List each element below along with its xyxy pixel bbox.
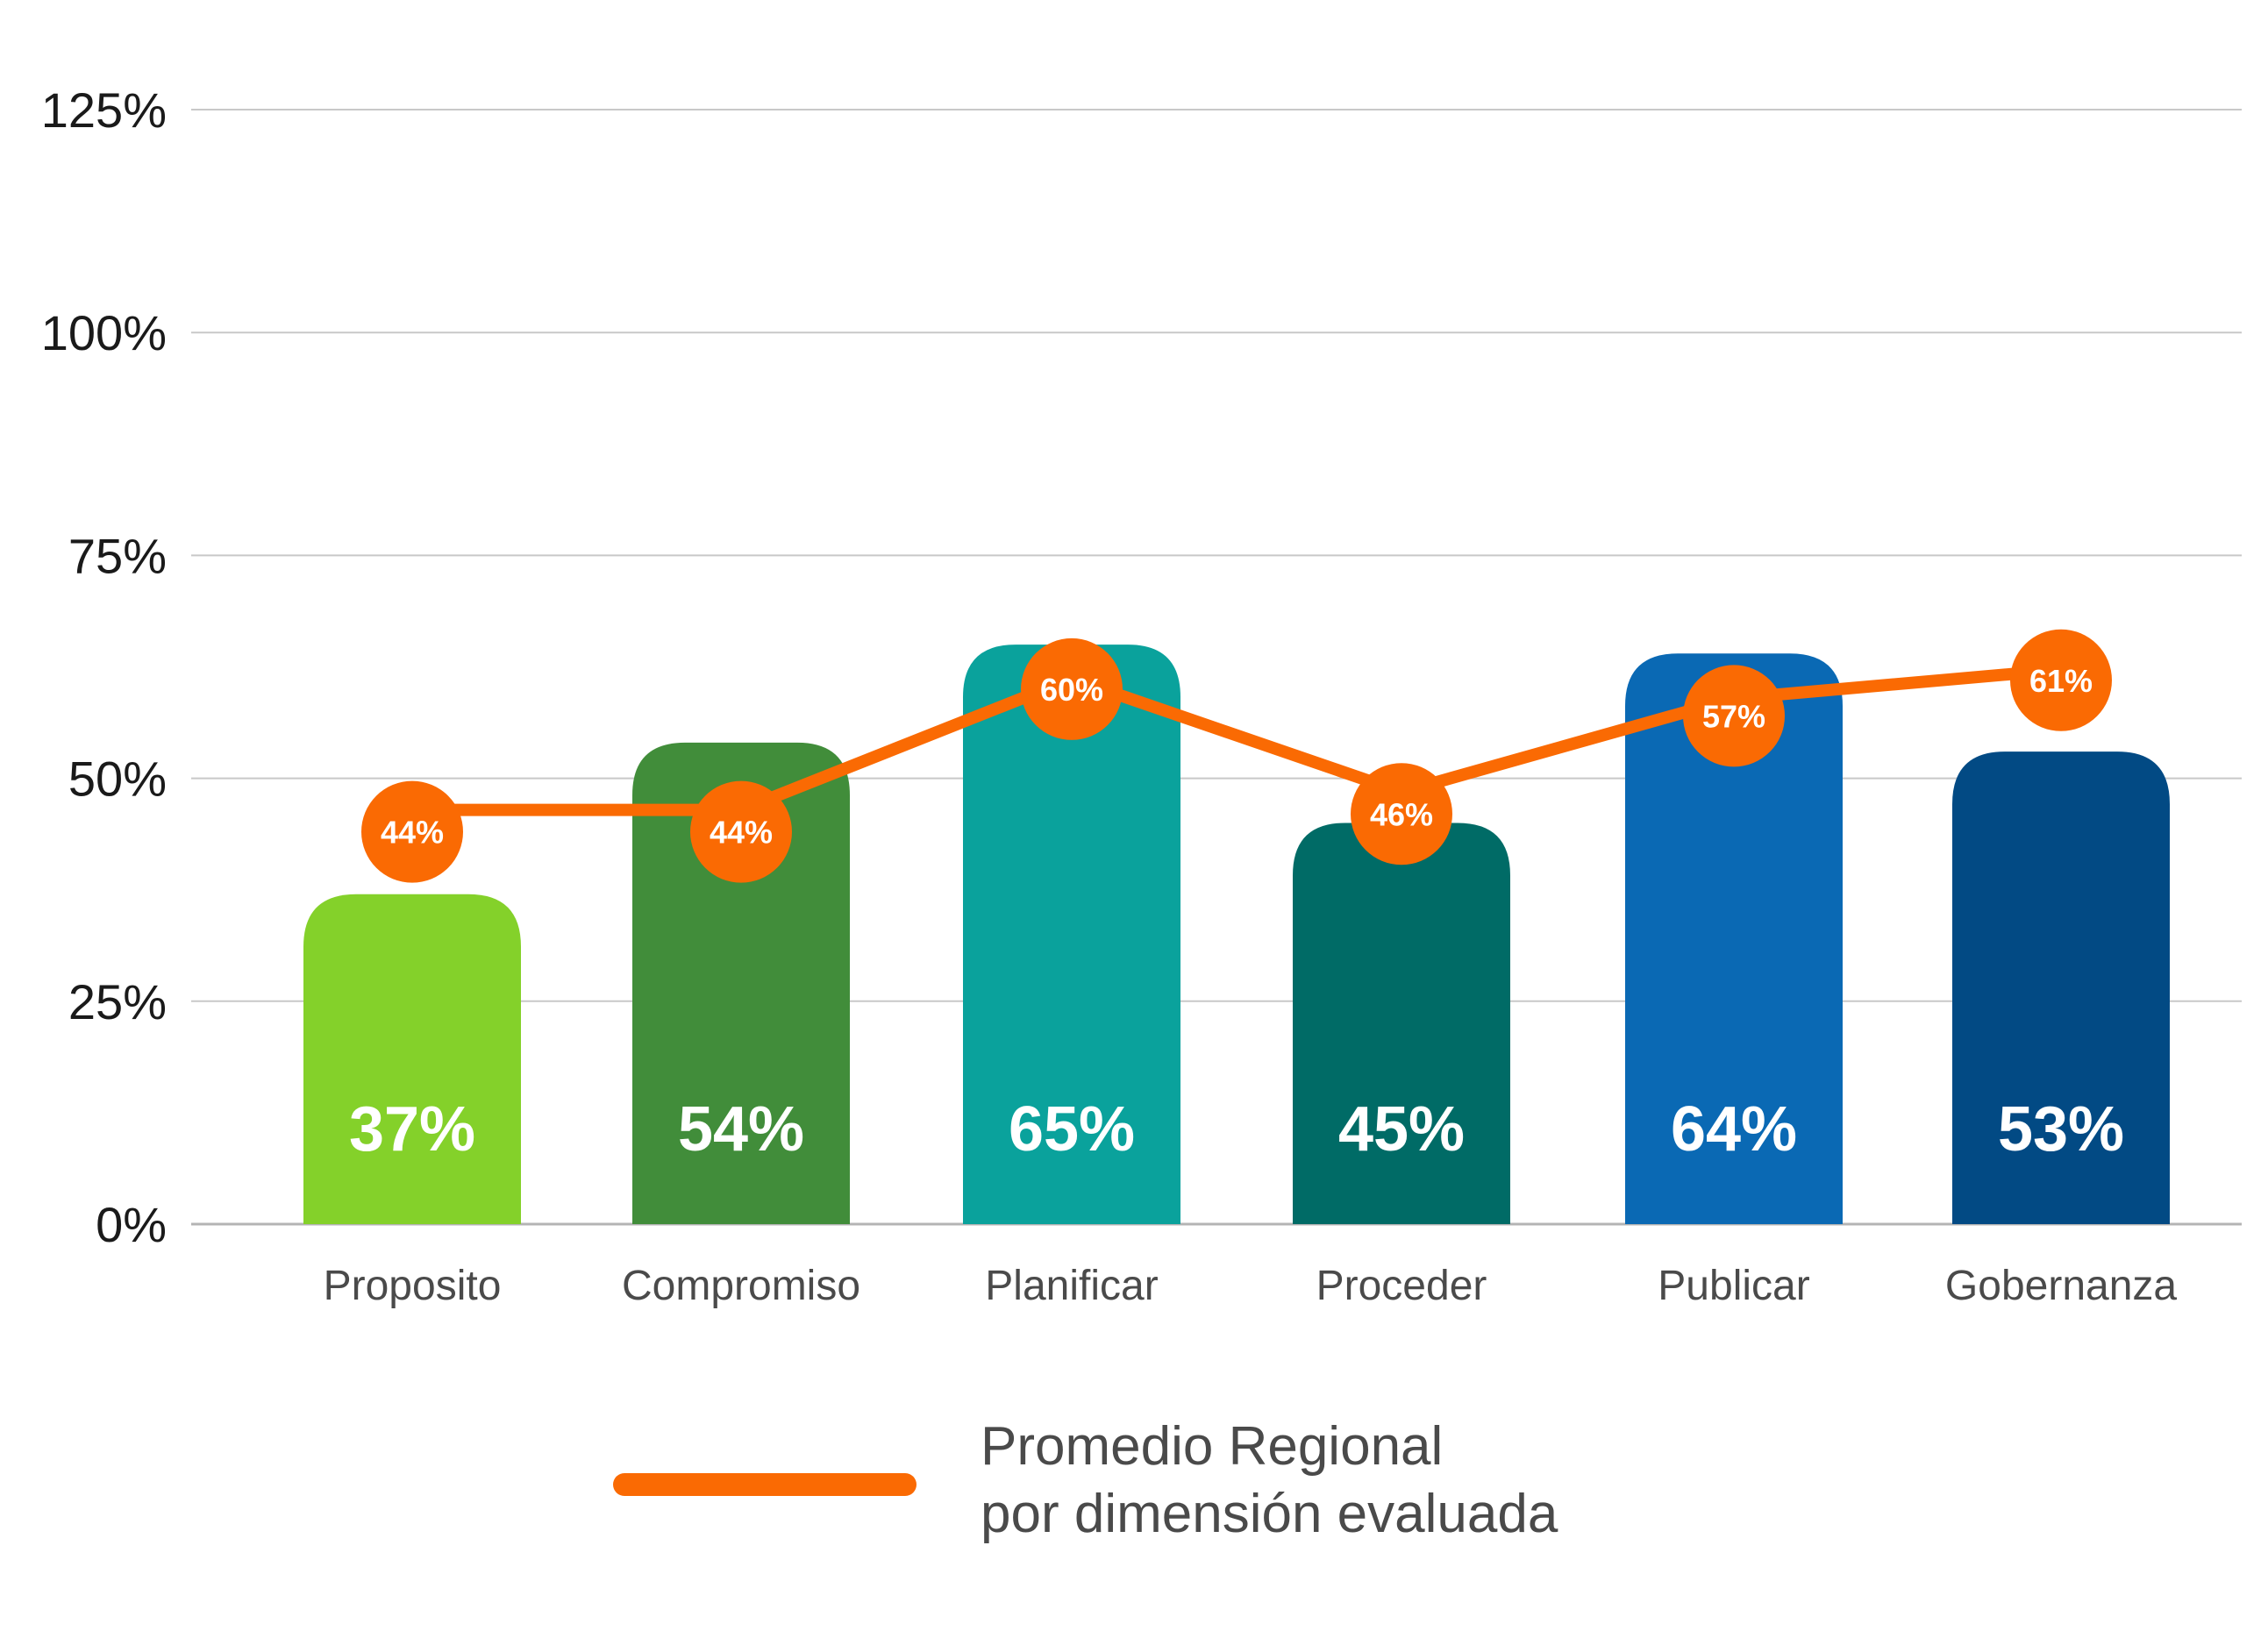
bar-proposito (303, 894, 521, 1224)
regional-average-label: 46% (1370, 796, 1433, 832)
y-tick-label: 0% (96, 1197, 167, 1252)
regional-average-marker (1021, 637, 1123, 740)
regional-average-marker (2010, 629, 2112, 731)
bar-value-label: 37% (349, 1094, 475, 1164)
y-axis-ticks: 0% 25% 50% 75% 100% 125% (41, 82, 167, 1252)
y-tick-label: 125% (41, 82, 167, 138)
regional-average-label: 60% (1040, 672, 1103, 708)
bar-value-labels: 37% 54% 65% 45% 64% 53% (349, 1094, 2124, 1164)
bar-value-label: 45% (1338, 1094, 1465, 1164)
x-tick-label: Gobernanza (1945, 1263, 2177, 1309)
x-tick-label: Compromiso (622, 1263, 860, 1309)
regional-average-label: 61% (2029, 663, 2093, 699)
bar-value-label: 53% (1998, 1094, 2124, 1164)
bars (303, 645, 2170, 1224)
regional-average-label: 44% (710, 815, 773, 851)
bar-proceder (1293, 823, 1510, 1224)
y-tick-label: 25% (68, 974, 167, 1029)
x-axis-ticks: Proposito Compromiso Planificar Proceder Pub… (324, 1263, 2178, 1309)
x-tick-label: Proceder (1316, 1263, 1487, 1309)
regional-average-label: 57% (1702, 698, 1765, 734)
bar-gobernanza (1952, 751, 2170, 1224)
regional-average-line: 44% 44% 60% 46% 57% 61% (361, 629, 2112, 883)
regional-average-marker (1351, 763, 1452, 865)
x-tick-label: Publicar (1658, 1263, 1809, 1309)
regional-average-label: 44% (381, 815, 444, 851)
gridlines (191, 109, 2242, 1226)
bar-compromiso (632, 742, 850, 1224)
bar-publicar (1625, 653, 1843, 1224)
x-tick-label: Planificar (985, 1263, 1158, 1309)
x-tick-label: Proposito (324, 1263, 502, 1309)
y-tick-label: 50% (68, 751, 167, 807)
regional-average-polyline (412, 663, 2062, 816)
legend: Promedio Regional por dimensión evaluada (613, 1416, 1558, 1544)
regional-average-marker (1683, 665, 1785, 767)
bar-value-label: 64% (1671, 1094, 1797, 1164)
y-tick-label: 75% (68, 528, 167, 583)
legend-label-line1: Promedio Regional (981, 1416, 1443, 1477)
bar-value-label: 54% (678, 1094, 804, 1164)
y-tick-label: 100% (41, 305, 167, 360)
regional-average-marker (690, 780, 792, 883)
bar-value-label: 65% (1009, 1094, 1135, 1164)
regional-average-marker (361, 780, 463, 883)
bar-planificar (963, 645, 1180, 1224)
legend-label-line2: por dimensión evaluada (981, 1484, 1558, 1544)
